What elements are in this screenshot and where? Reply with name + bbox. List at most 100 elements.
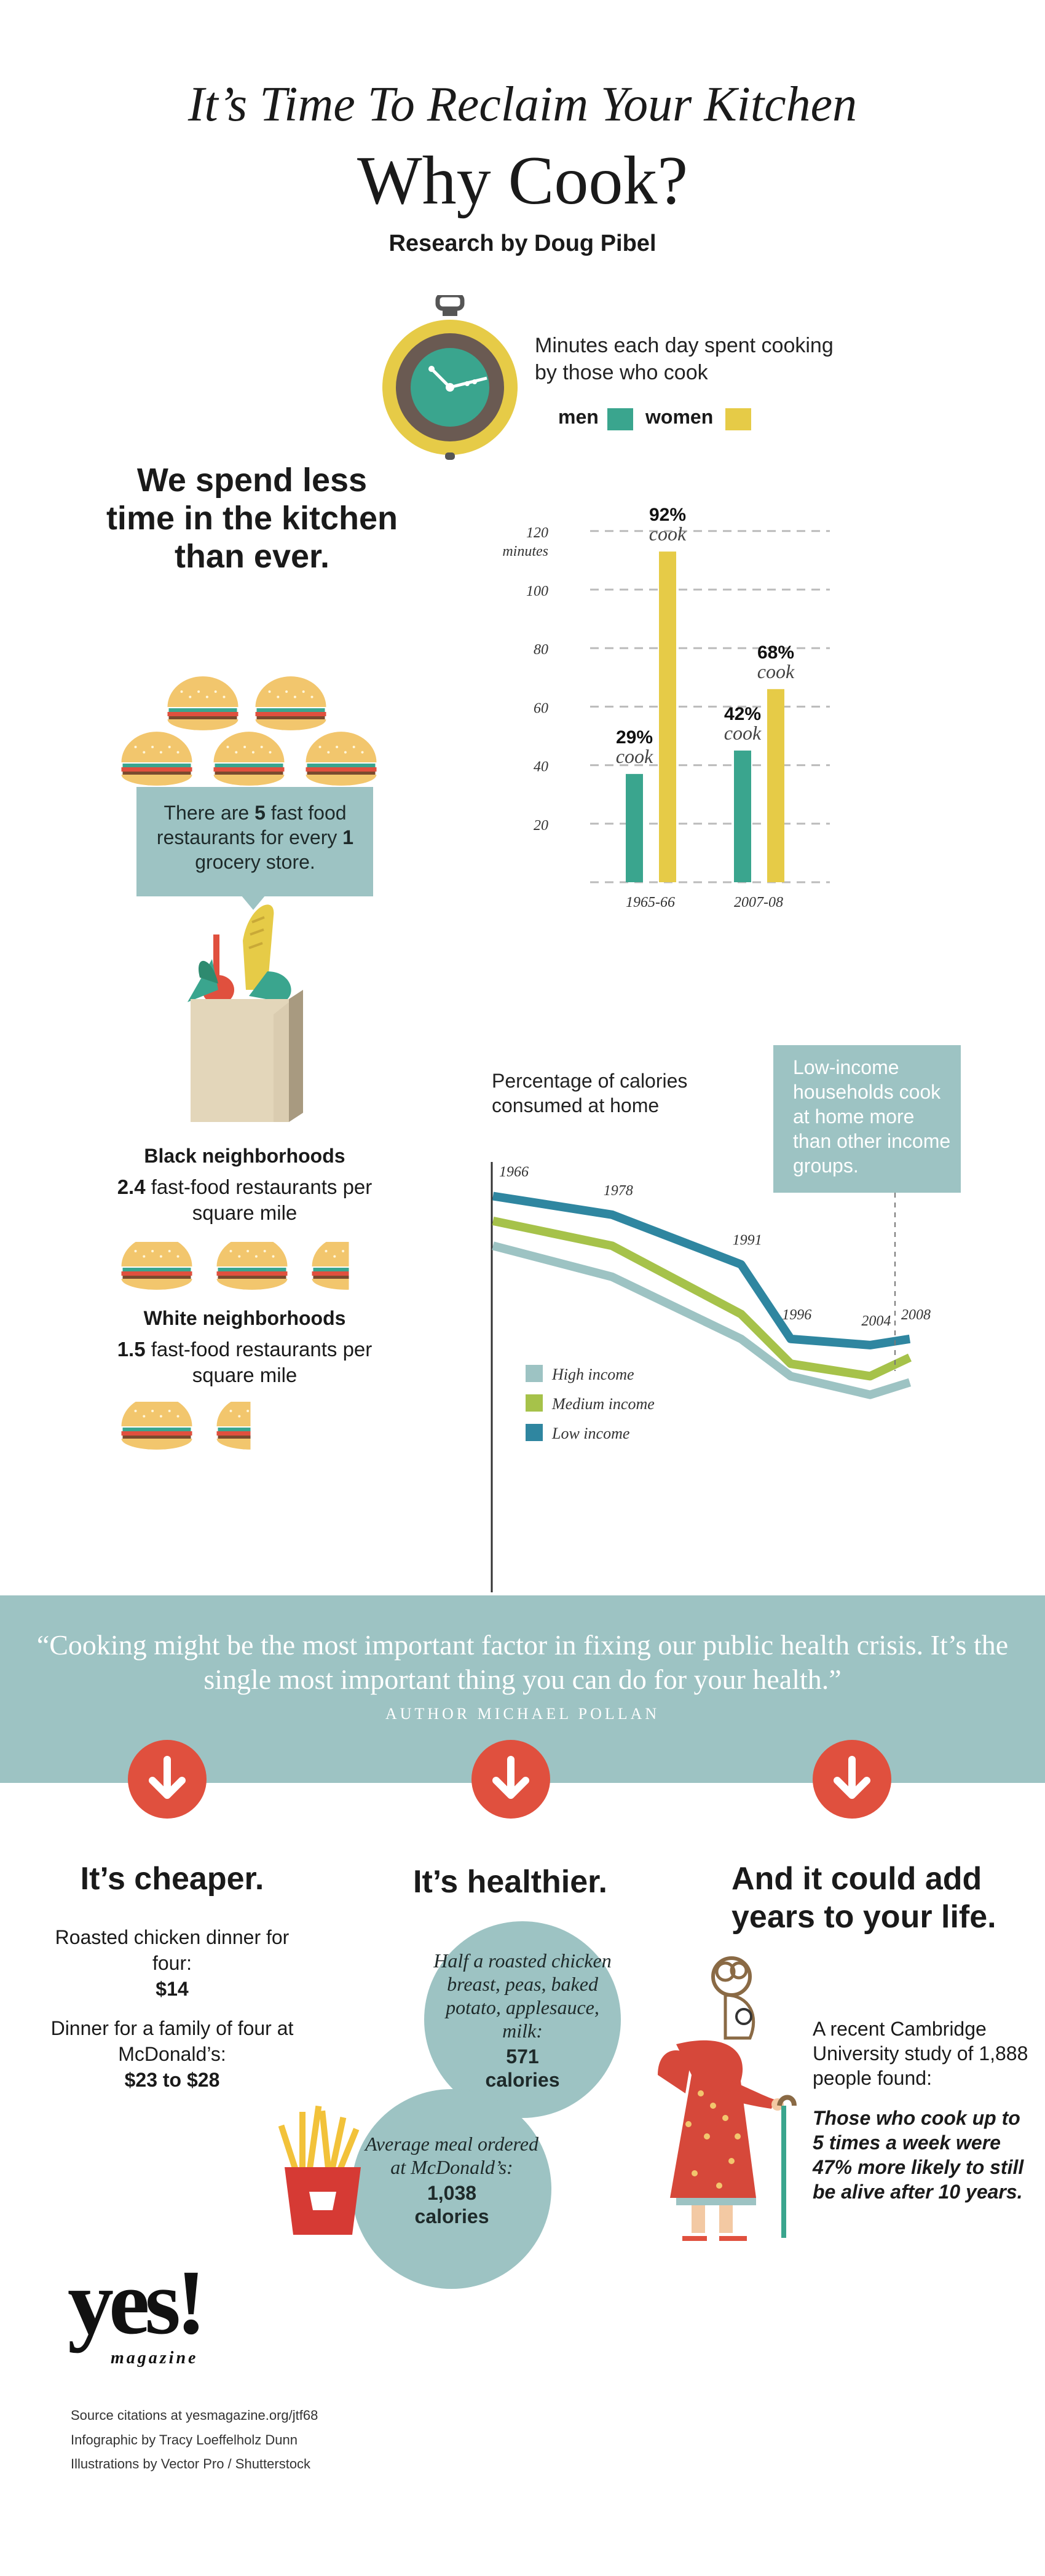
y-tick-label: 100 [526, 583, 548, 599]
burger-icon [213, 732, 285, 786]
x-tick-label: 1965-66 [626, 895, 675, 911]
white-neighborhoods-heading: White neighborhoods [143, 1307, 346, 1329]
home-meal-text: Half a roasted chicken breast, peas, bak… [433, 1950, 612, 2091]
line-series-low-income [492, 1191, 911, 1349]
footer-illustration-credit: Illustrations by Vector Pro / Shuttersto… [71, 2456, 311, 2471]
line-series-high-income [492, 1241, 912, 1399]
y-axis-label: minutes [502, 543, 548, 559]
life-heading: And it could add years to your life. [732, 1861, 996, 1935]
data-label-pct: 29% [616, 727, 653, 748]
study-finding: Those who cook up to 5 times a week were… [813, 2107, 1024, 2203]
y-tick-label: 40 [534, 759, 548, 775]
bar-men-2007-08 [734, 750, 751, 882]
burgers-illustration [121, 676, 377, 786]
page-title: Why Cook? [357, 143, 688, 219]
logo-word: yes! [68, 2251, 207, 2353]
minutes-bar-chart: 20406080100120minutes1965-6629%cook92%co… [502, 505, 830, 911]
low-income-callout [773, 1045, 961, 1193]
legend-swatch [526, 1365, 543, 1382]
study-intro: A recent Cambridge University study of 1… [813, 2018, 1028, 2089]
arrow-down-icon [813, 1740, 891, 1819]
legend-women-label: women [645, 406, 714, 428]
arrow-down-icon [471, 1740, 550, 1819]
yes-magazine-logo: yes! magazine [68, 2256, 227, 2385]
x-point-label: 1978 [604, 1183, 633, 1199]
fastfood-callout [136, 787, 373, 896]
data-label-word: cook [649, 523, 687, 545]
black-neighborhoods-text: 2.4 fast-food restaurants per square mil… [117, 1175, 373, 1224]
mcdonalds-meal-circle [352, 2089, 551, 2289]
x-point-label: 1966 [499, 1164, 529, 1180]
y-tick-label: 60 [534, 700, 548, 716]
quote-text: “Cooking might be the most important fac… [36, 1629, 1009, 1695]
subtitle: It’s Time To Reclaim Your Kitchen [187, 77, 858, 132]
line-chart-title: Percentage of calories consumed at home [492, 1070, 688, 1116]
line-chart-title-box: Percentage of calories consumed at home [492, 1070, 688, 1116]
y-tick-label: 60 [467, 1045, 479, 1049]
burger-icon [216, 1402, 251, 1450]
mcdonalds-meal-text: Average meal ordered at McDonald’s: 1,03… [365, 2133, 538, 2227]
data-label-word: cook [757, 660, 795, 682]
x-point-label: 1991 [733, 1233, 762, 1249]
arrow-down-icon [128, 1740, 207, 1819]
healthier-heading: It’s healthier. [413, 1864, 607, 1900]
burgers-row-black [121, 1242, 349, 1290]
legend-label: High income [551, 1365, 634, 1383]
burger-icon [121, 1402, 192, 1450]
low-income-callout-text: Low-income households cook at home more … [793, 1056, 951, 1177]
bar-women-2007-08 [767, 689, 784, 882]
burger-icon [216, 1242, 288, 1290]
burger-icon [306, 732, 377, 786]
grandma-icon [658, 1956, 797, 2241]
burger-icon [121, 1242, 192, 1290]
fastfood-callout-text: There are 5 fast food restaurants for ev… [156, 802, 354, 873]
burger-icon [121, 732, 192, 786]
data-label-pct: 92% [649, 505, 686, 525]
y-tick-label: 80 [467, 1045, 479, 1049]
x-point-label: 2004 [861, 1313, 891, 1329]
byline: Research by Doug Pibel [388, 231, 657, 256]
fries-icon [278, 2105, 361, 2235]
stopwatch-icon [382, 295, 518, 460]
chicken-dinner-price: $14 [156, 1978, 189, 2000]
legend-men-label: men [558, 406, 599, 428]
footer-source: Source citations at yesmagazine.org/jtf6… [71, 2408, 318, 2423]
legend-label: Low income [551, 1424, 629, 1442]
bar-chart-caption: Minutes each day spent cooking by those … [535, 334, 834, 384]
legend-men-swatch [607, 408, 633, 430]
legend-label: Medium income [551, 1395, 655, 1413]
burgers-row-white [121, 1402, 251, 1450]
data-label-pct: 42% [724, 704, 761, 724]
x-tick-label: 2007-08 [734, 895, 783, 911]
black-neighborhoods-heading: Black neighborhoods [144, 1145, 345, 1167]
cheaper-details: Roasted chicken dinner for four: $14 Din… [43, 1924, 301, 2093]
data-label-word: cook [724, 722, 762, 744]
white-neighborhoods-text: 1.5 fast-food restaurants per square mil… [117, 1338, 373, 1386]
x-point-label: 1996 [782, 1307, 811, 1323]
y-tick-label: 100% [467, 1045, 479, 1049]
chicken-dinner-label: Roasted chicken dinner for four: [55, 1926, 290, 1974]
y-tick-label: 120 [526, 525, 548, 541]
burger-icon [255, 676, 326, 730]
burger-icon [312, 1242, 349, 1290]
burger-icon [167, 676, 239, 730]
y-tick-label: 20 [534, 818, 548, 834]
grocery-bag-icon [187, 904, 303, 1122]
legend-swatch [526, 1394, 543, 1412]
legend-swatch [526, 1424, 543, 1441]
data-label-word: cook [616, 745, 653, 767]
data-label-pct: 68% [757, 642, 794, 663]
bar-men-1965-66 [626, 773, 643, 882]
quote-author: AUTHOR MICHAEL POLLAN [385, 1705, 660, 1723]
home-meal-circle [424, 1921, 621, 2118]
footer-infographic-credit: Infographic by Tracy Loeffelholz Dunn [71, 2432, 298, 2448]
bar-women-1965-66 [659, 551, 676, 882]
legend-women-swatch [725, 408, 751, 430]
mcdonalds-dinner-label: Dinner for a family of four at McDonald’… [50, 2017, 294, 2065]
x-point-label: 2008 [901, 1307, 931, 1323]
calories-line-chart: Percentage of calories consumed at home 1… [467, 1045, 931, 1592]
logo-sub: magazine [111, 2349, 199, 2368]
cheaper-heading: It’s cheaper. [80, 1861, 264, 1897]
section-heading-spend: We spend less time in the kitchen than e… [106, 462, 398, 575]
line-series-medium-income [492, 1217, 912, 1381]
